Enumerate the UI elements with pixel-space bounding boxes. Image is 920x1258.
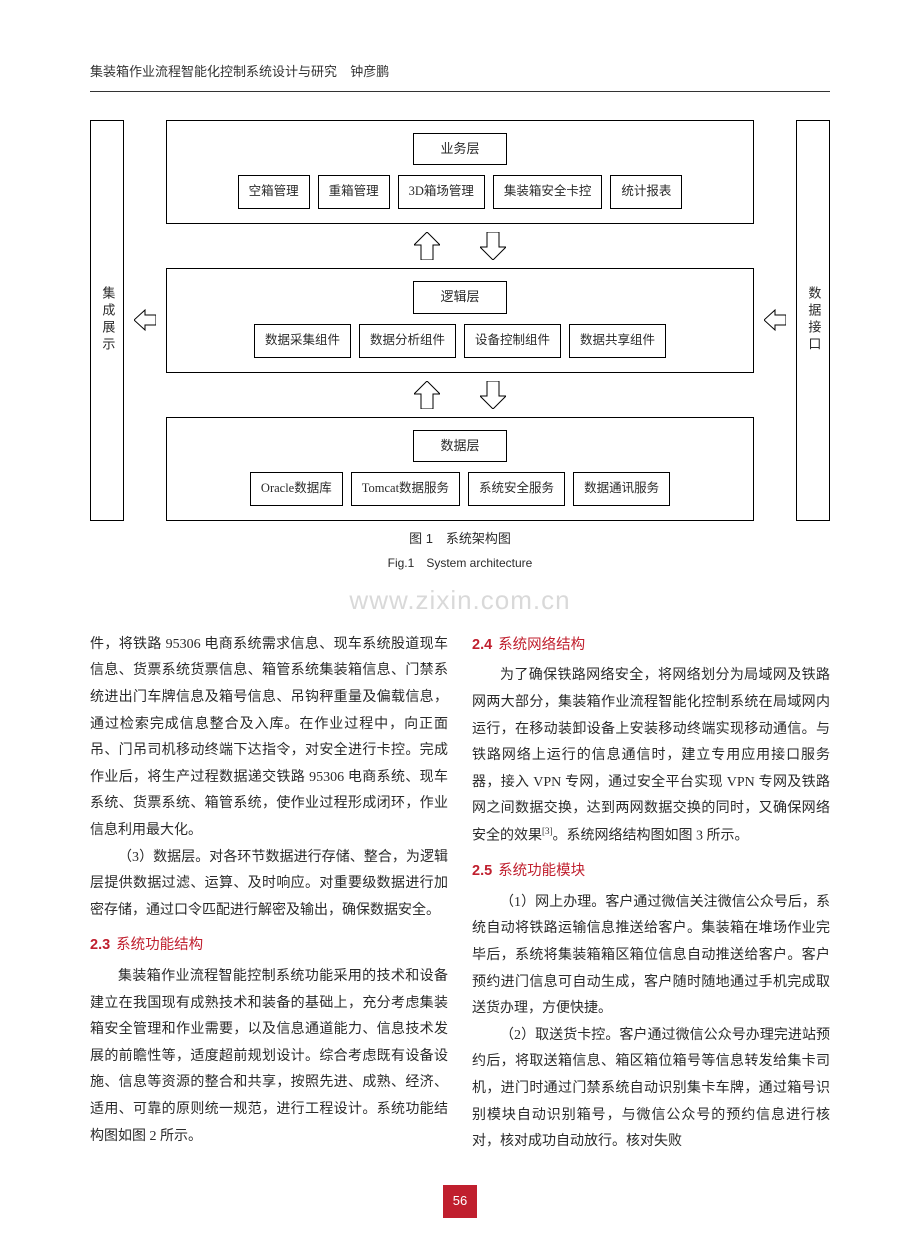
layer-module: 数据分析组件 <box>359 324 456 358</box>
side-arrow-right <box>764 120 786 521</box>
figure-layer: 数据层 Oracle数据库 Tomcat数据服务 系统安全服务 数据通讯服务 <box>166 417 754 521</box>
heading-number: 2.3 <box>90 937 110 953</box>
page-number: 56 <box>90 1185 830 1218</box>
figure-right-box: 数据接口 <box>796 120 830 521</box>
body-columns: 件，将铁路 95306 电商系统需求信息、现车系统股道现车信息、货票系统货票信息… <box>90 632 830 1157</box>
figure-caption-en: Fig.1 System architecture <box>90 552 830 575</box>
layer-module: 设备控制组件 <box>464 324 561 358</box>
figure-layer: 逻辑层 数据采集组件 数据分析组件 设备控制组件 数据共享组件 <box>166 268 754 372</box>
section-heading: 2.3 系统功能结构 <box>90 932 448 960</box>
arrow-up-icon <box>414 381 440 409</box>
section-heading: 2.4 系统网络结构 <box>472 632 830 660</box>
figure-caption-cn: 图 1 系统架构图 <box>90 527 830 552</box>
layer-module: 统计报表 <box>610 175 682 209</box>
figure-arrow-row <box>166 381 754 409</box>
body-paragraph: （1）网上办理。客户通过微信关注微信公众号后，系统自动将铁路运输信息推送给客户。… <box>472 890 830 1023</box>
body-text: 。系统网络结构图如图 3 所示。 <box>553 829 749 844</box>
body-paragraph: 集装箱作业流程智能控制系统功能采用的技术和设备建立在我国现有成熟技术和装备的基础… <box>90 964 448 1150</box>
layer-title: 业务层 <box>413 133 506 166</box>
section-heading: 2.5 系统功能模块 <box>472 858 830 886</box>
heading-number: 2.4 <box>472 637 492 653</box>
figure-center: 业务层 空箱管理 重箱管理 3D箱场管理 集装箱安全卡控 统计报表 逻辑层 数据… <box>166 120 754 521</box>
page-number-value: 56 <box>443 1185 477 1218</box>
arrow-down-icon <box>480 381 506 409</box>
figure-caption: 图 1 系统架构图 Fig.1 System architecture <box>90 527 830 574</box>
heading-title: 系统功能模块 <box>498 863 585 879</box>
header-author: 钟彦鹏 <box>350 64 389 79</box>
body-text: 为了确保铁路网络安全，将网络划分为局域网及铁路网两大部分，集装箱作业流程智能化控… <box>472 668 830 843</box>
layer-module: 空箱管理 <box>238 175 310 209</box>
layer-module: 系统安全服务 <box>468 472 565 506</box>
heading-title: 系统网络结构 <box>498 637 585 653</box>
heading-number: 2.5 <box>472 863 492 879</box>
body-paragraph: 件，将铁路 95306 电商系统需求信息、现车系统股道现车信息、货票系统货票信息… <box>90 632 448 845</box>
arrow-left-icon <box>134 306 156 334</box>
figure-arrow-row <box>166 232 754 260</box>
arrow-up-icon <box>414 232 440 260</box>
arrow-left-icon <box>764 306 786 334</box>
layer-title: 逻辑层 <box>413 281 506 314</box>
body-paragraph: 为了确保铁路网络安全，将网络划分为局域网及铁路网两大部分，集装箱作业流程智能化控… <box>472 663 830 850</box>
layer-module: 数据采集组件 <box>254 324 351 358</box>
layer-module: 数据共享组件 <box>569 324 666 358</box>
layer-module: 集装箱安全卡控 <box>493 175 603 209</box>
figure-1: 集成展示 业务层 空箱管理 重箱管理 3D箱场管理 集装箱安全卡控 统计报表 <box>90 120 830 575</box>
header-title: 集装箱作业流程智能化控制系统设计与研究 <box>90 64 337 79</box>
reference-mark: [3] <box>542 826 553 836</box>
layer-module: Oracle数据库 <box>250 472 343 506</box>
figure-layer: 业务层 空箱管理 重箱管理 3D箱场管理 集装箱安全卡控 统计报表 <box>166 120 754 224</box>
page-header: 集装箱作业流程智能化控制系统设计与研究 钟彦鹏 <box>90 60 830 92</box>
arrow-down-icon <box>480 232 506 260</box>
side-arrow-left <box>134 120 156 521</box>
layer-module: Tomcat数据服务 <box>351 472 460 506</box>
figure-left-box: 集成展示 <box>90 120 124 521</box>
layer-title: 数据层 <box>413 430 506 463</box>
layer-module: 3D箱场管理 <box>398 175 485 209</box>
layer-module: 重箱管理 <box>318 175 390 209</box>
watermark-text: www.zixin.com.cn <box>90 576 830 625</box>
body-paragraph: （3）数据层。对各环节数据进行存储、整合，为逻辑层提供数据过滤、运算、及时响应。… <box>90 845 448 925</box>
body-paragraph: （2）取送货卡控。客户通过微信公众号办理完进站预约后，将取送箱信息、箱区箱位箱号… <box>472 1023 830 1156</box>
heading-title: 系统功能结构 <box>116 937 203 953</box>
layer-module: 数据通讯服务 <box>573 472 670 506</box>
